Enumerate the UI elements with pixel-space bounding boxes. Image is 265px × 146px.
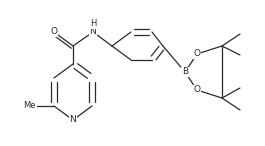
Text: N: N — [70, 115, 76, 125]
Text: O: O — [193, 49, 201, 59]
Text: O: O — [51, 27, 58, 36]
Text: Me: Me — [24, 101, 36, 111]
Text: H: H — [90, 20, 96, 28]
Text: O: O — [193, 86, 201, 94]
Text: B: B — [182, 67, 188, 77]
Text: N: N — [90, 27, 96, 36]
